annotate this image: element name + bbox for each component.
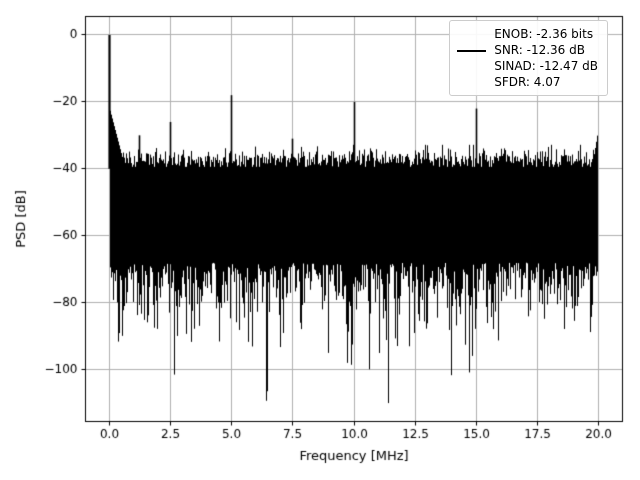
legend-enob: ENOB: -2.36 bits bbox=[494, 27, 594, 41]
legend: ENOB: -2.36 bits SNR: -12.36 dB SINAD: -… bbox=[449, 20, 608, 96]
series-line-sample-icon bbox=[457, 50, 487, 52]
legend-snr: SNR: -12.36 dB bbox=[494, 43, 585, 57]
legend-sinad: SINAD: -12.47 dB bbox=[494, 59, 598, 73]
legend-sfdr: SFDR: 4.07 bbox=[494, 75, 561, 89]
legend-entries: ENOB: -2.36 bits SNR: -12.36 dB SINAD: -… bbox=[494, 26, 598, 90]
